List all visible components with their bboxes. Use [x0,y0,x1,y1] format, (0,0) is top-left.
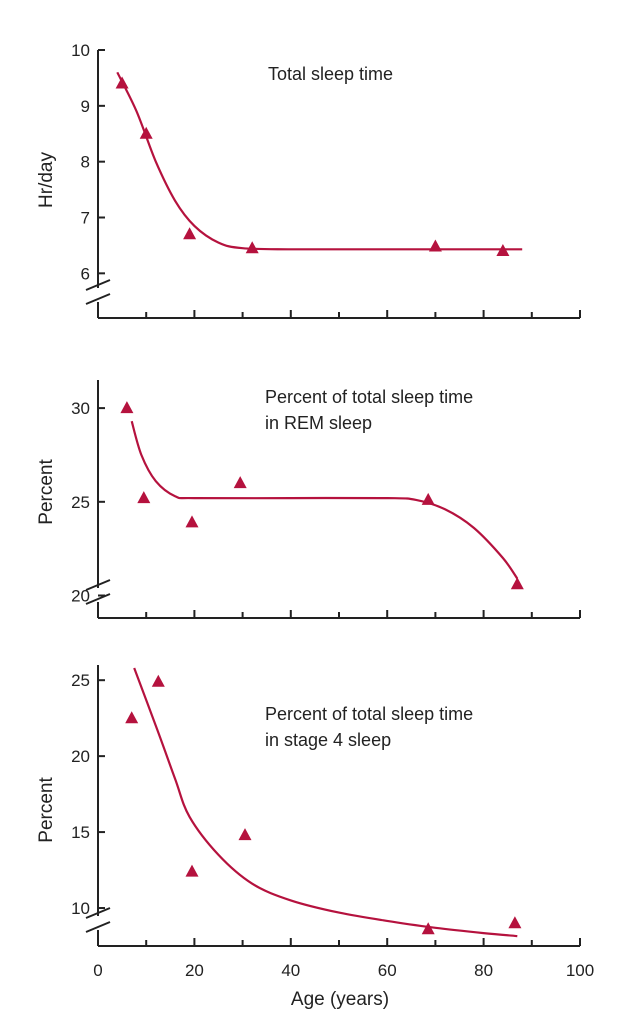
panel-title-line-2: in REM sleep [265,413,372,433]
data-point [151,674,165,687]
data-point [183,227,197,240]
data-point [508,916,522,929]
panel-marks: 10 15 20 25 0 20 40 60 80 100 [71,665,594,980]
panel-title-line-1: Percent of total sleep time [265,704,473,724]
data-point [137,491,151,504]
y-tick-label: 25 [71,671,90,690]
axis-break-mark [85,279,111,291]
panel-marks: 20 25 30 [71,380,581,619]
axis-break-mark [85,921,111,933]
data-point [115,76,129,89]
trend-line [116,71,523,251]
data-point [139,126,153,139]
y-tick-label: 10 [71,899,90,918]
panel-marks: 6 7 8 9 10 [71,41,581,319]
data-point [245,241,259,254]
panel-stage4-sleep: Percent of total sleep time in stage 4 s… [36,665,594,1010]
y-tick-label: 30 [71,399,90,418]
y-tick-label: 10 [71,41,90,60]
axis-break-mark [85,907,111,919]
axis-break-mark [85,293,111,305]
data-point [233,476,247,489]
data-point [120,401,134,414]
y-tick-label: 15 [71,823,90,842]
data-point [496,244,510,256]
y-axis-label: Percent [36,777,57,843]
y-tick-label: 20 [71,587,90,606]
x-tick-label: 0 [93,961,102,980]
x-axis-label: Age (years) [291,989,389,1010]
y-tick-label: 9 [81,97,90,116]
x-tick-label: 80 [474,961,493,980]
panel-title: Total sleep time [268,64,393,84]
trend-line [130,420,519,580]
y-tick-label: 20 [71,747,90,766]
y-tick-label: 6 [81,264,90,283]
data-point [185,515,199,528]
axis-break-mark [85,579,111,591]
y-axis-label: Percent [36,459,57,525]
x-tick-label: 60 [378,961,397,980]
panel-rem-sleep: Percent of total sleep time in REM sleep… [36,380,581,619]
trend-line [133,667,518,938]
x-tick-label: 100 [566,961,594,980]
data-point [238,828,252,841]
y-tick-label: 25 [71,493,90,512]
data-point [421,492,435,505]
y-tick-label: 8 [81,153,90,172]
panel-title-line-1: Percent of total sleep time [265,387,473,407]
data-point [428,239,442,252]
data-point [125,711,139,724]
data-point [185,864,199,877]
panel-title-line-2: in stage 4 sleep [265,730,391,750]
x-tick-label: 20 [185,961,204,980]
data-point [421,922,435,935]
panel-total-sleep-time: Total sleep time Hr/day 6 7 8 9 10 [36,41,581,319]
y-tick-label: 7 [81,209,90,228]
y-axis-label: Hr/day [36,152,57,208]
data-point [510,577,524,590]
axis-break-mark [85,593,111,605]
x-tick-label: 40 [281,961,300,980]
